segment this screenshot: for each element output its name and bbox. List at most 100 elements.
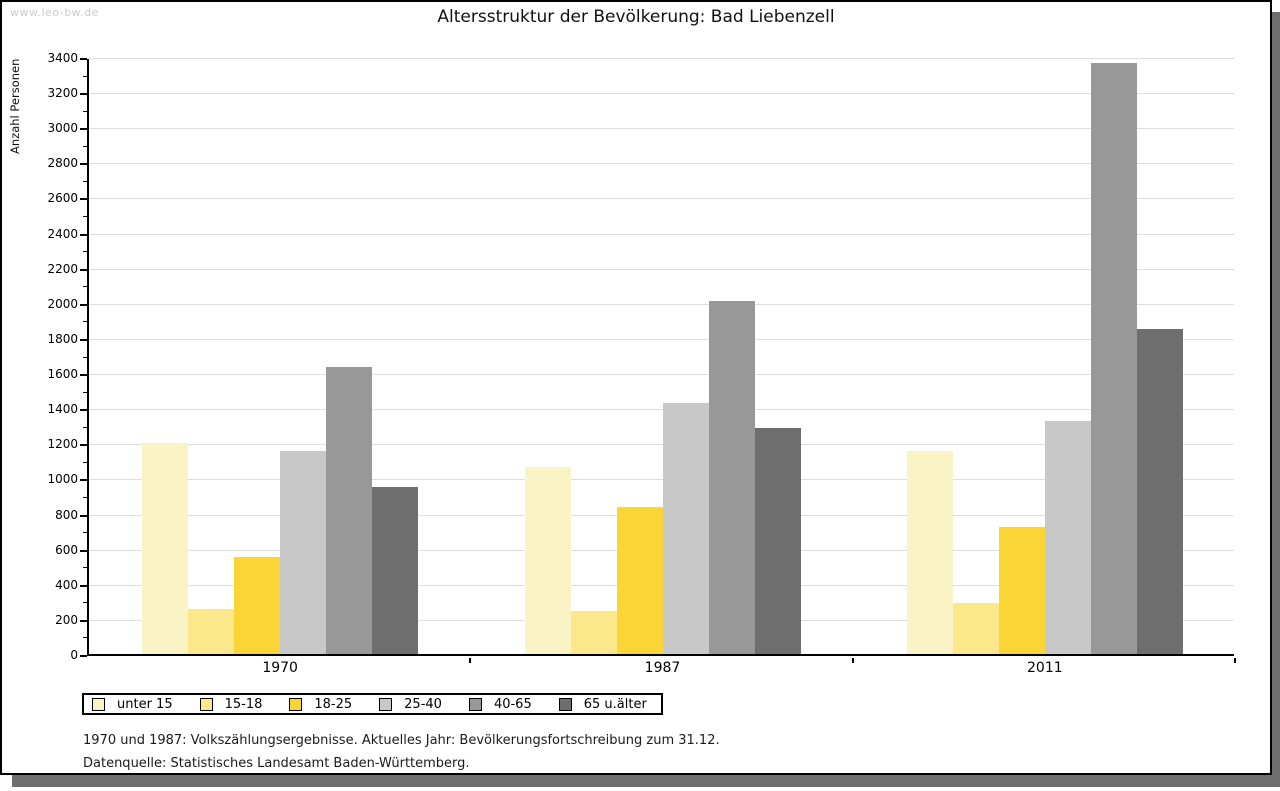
bar-1970-40-65: [326, 366, 373, 654]
gridline: [89, 58, 1234, 59]
tickmark: [80, 479, 87, 482]
tickmark: [83, 145, 87, 147]
bar-2011-65-u.älter: [1136, 329, 1183, 654]
tickmark: [83, 496, 87, 498]
legend-item-unter-15: unter 15: [92, 697, 173, 712]
bar-1987-25-40: [662, 402, 709, 654]
y-tick-label: 3200: [47, 86, 78, 101]
gridline: [89, 479, 1234, 481]
tickmark: [80, 444, 87, 447]
footnote-source-line1: 1970 und 1987: Volkszählungsergebnisse. …: [83, 733, 720, 748]
bar-1987-unter-15: [524, 467, 571, 654]
chart-card: www.leo-bw.de Altersstruktur der Bevölke…: [0, 0, 1272, 775]
gridline: [89, 409, 1234, 411]
tickmark: [80, 409, 87, 412]
gridline: [89, 268, 1234, 270]
y-tick-label: 2000: [47, 296, 78, 311]
legend-item-65-u.älter: 65 u.älter: [558, 696, 647, 712]
tickmark: [83, 356, 87, 358]
bar-1987-15-18: [570, 611, 617, 654]
tickmark: [83, 321, 87, 323]
tickmark: [83, 567, 87, 569]
x-tick-label-1970: 1970: [262, 660, 298, 676]
legend-label: 40-65: [493, 696, 532, 712]
y-tick-label: 800: [55, 507, 78, 522]
x-tick-label-2011: 2011: [1027, 660, 1063, 676]
legend-label: unter 15: [117, 696, 173, 712]
y-tick-label: 2800: [47, 156, 78, 171]
legend-swatch: [92, 697, 105, 711]
y-tick-label: 3000: [47, 121, 78, 136]
y-tick-label: 2200: [47, 261, 78, 276]
y-tick-label: 200: [55, 612, 78, 627]
legend-swatch: [289, 697, 303, 711]
gridline: [89, 198, 1234, 200]
tickmark: [80, 303, 87, 306]
tickmark: [80, 374, 87, 377]
bar-1970-18-25: [234, 556, 281, 654]
tickmark: [83, 637, 87, 639]
tickmark: [83, 426, 87, 428]
y-tick-label: 1600: [47, 367, 78, 382]
tickmark: [83, 216, 87, 218]
tickmark: [83, 180, 87, 182]
legend-item-40-65: 40-65: [468, 696, 532, 712]
bar-1970-25-40: [280, 451, 327, 654]
gridline: [89, 374, 1234, 376]
x-boundary-tick: [1234, 658, 1236, 663]
y-tick-label: 0: [70, 648, 78, 662]
tickmark: [80, 338, 87, 341]
x-tick-label-1987: 1987: [644, 660, 681, 676]
y-tick-label: 1800: [47, 331, 78, 346]
gridline: [89, 128, 1234, 130]
legend-swatch: [558, 697, 572, 711]
y-tick-label: 3400: [47, 51, 78, 65]
tickmark: [83, 461, 87, 463]
y-tick-label: 1200: [47, 437, 78, 452]
legend-label: 65 u.älter: [583, 696, 647, 712]
tickmark: [80, 93, 87, 96]
legend-item-25-40: 25-40: [379, 697, 442, 712]
gridline: [89, 303, 1234, 305]
tickmark: [80, 163, 87, 166]
tickmark: [83, 391, 87, 393]
tickmark: [83, 75, 87, 77]
legend-label: 15-18: [224, 696, 263, 712]
y-tick-label: 2400: [47, 226, 78, 241]
chart-title: Altersstruktur der Bevölkerung: Bad Lieb…: [437, 7, 835, 27]
bar-group-1970: [142, 366, 419, 654]
plot-area: 0 200 400 600 800 1000 1200 1400 1600 1800 2000 220…: [47, 51, 1236, 676]
tickmark: [83, 602, 87, 604]
legend-swatch: [379, 697, 393, 711]
legend: unter 15 15-18 18-25 25-40 40-65 65 u.älter: [82, 693, 663, 715]
bar-1987-18-25: [616, 507, 663, 654]
y-tick-label: 1400: [47, 402, 78, 417]
tickmark: [80, 128, 87, 131]
tickmark: [80, 58, 87, 60]
bar-2011-18-25: [998, 526, 1045, 654]
bar-1987-65-u.älter: [754, 427, 801, 654]
legend-label: 25-40: [404, 696, 442, 712]
tickmark: [80, 514, 87, 517]
y-tick-label: 400: [55, 577, 78, 592]
y-tick-label: 2600: [47, 191, 78, 206]
gridline: [89, 233, 1234, 235]
gridline: [89, 444, 1234, 446]
gridline: [89, 93, 1234, 95]
x-boundary-tick: [469, 658, 472, 663]
bar-1970-unter-15: [142, 443, 189, 654]
tickmark: [83, 286, 87, 288]
bar-1987-40-65: [708, 301, 755, 654]
tickmark: [83, 532, 87, 534]
tickmark: [83, 110, 87, 112]
tickmark: [80, 198, 87, 201]
tickmark: [80, 233, 87, 236]
legend-swatch: [199, 697, 213, 711]
legend-swatch: [468, 697, 482, 711]
legend-item-15-18: 15-18: [199, 696, 263, 712]
bar-1970-65-u.älter: [372, 487, 419, 654]
tickmark: [80, 268, 87, 271]
x-boundary-tick: [851, 658, 854, 663]
tickmark: [80, 619, 87, 622]
legend-item-18-25: 18-25: [289, 697, 352, 712]
